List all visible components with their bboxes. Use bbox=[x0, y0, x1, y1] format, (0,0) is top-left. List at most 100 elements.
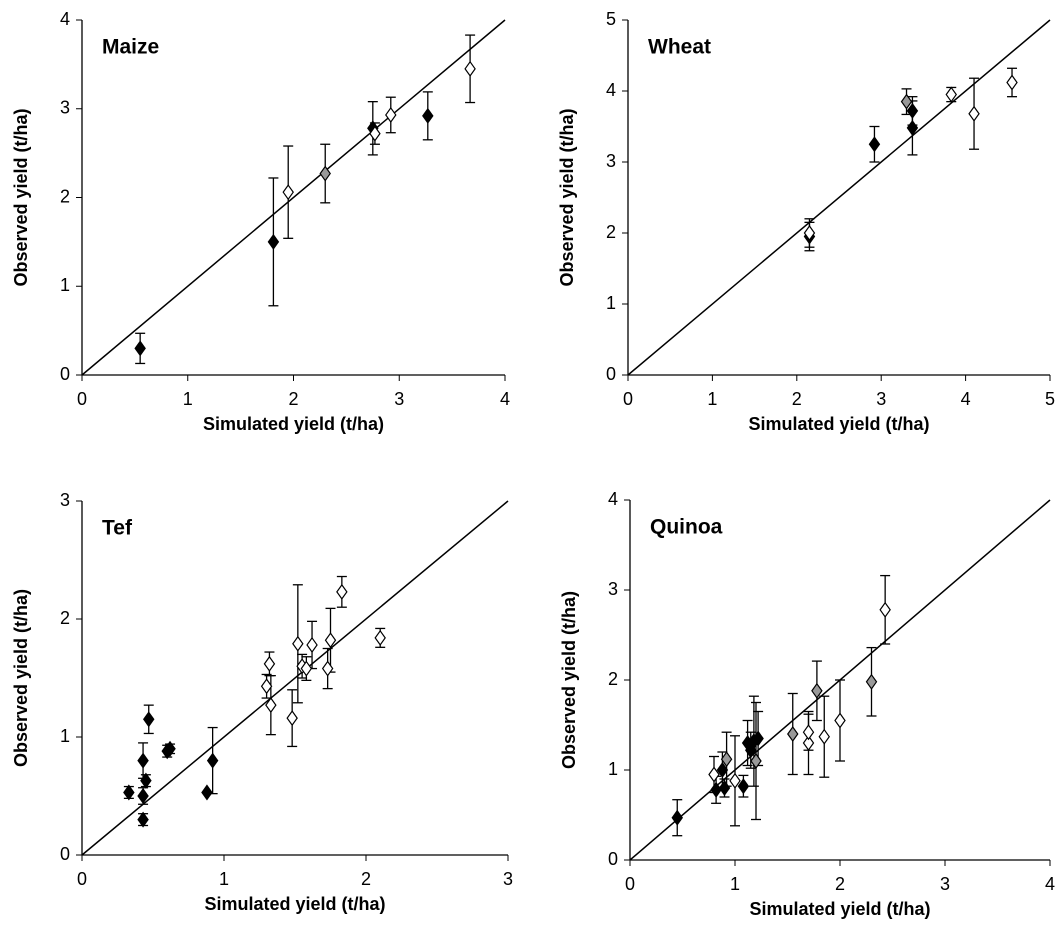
y-tick-label: 0 bbox=[606, 364, 616, 384]
x-tick-label: 3 bbox=[876, 389, 886, 409]
scatter-panel: 0 1 2 3 4 5 0 1 2 3 4 5 Wheat Simulated yield (t/ha) O… bbox=[557, 9, 1055, 434]
x-tick-label: 5 bbox=[1045, 389, 1055, 409]
scatter-panel: 0 1 2 3 0 1 2 3 Tef Simulated yield (t/ha) Observe… bbox=[11, 490, 513, 914]
x-tick-label: 2 bbox=[288, 389, 298, 409]
y-axis-title: Observed yield (t/ha) bbox=[11, 108, 31, 286]
point bbox=[750, 752, 762, 770]
x-tick-label: 0 bbox=[625, 874, 635, 894]
point bbox=[906, 119, 919, 136]
point bbox=[868, 136, 881, 153]
point bbox=[143, 711, 155, 728]
y-tick-label: 2 bbox=[60, 608, 70, 628]
point bbox=[879, 601, 891, 618]
point bbox=[802, 734, 815, 752]
x-tick-label: 0 bbox=[77, 389, 87, 409]
point bbox=[906, 102, 919, 119]
y-tick-label: 0 bbox=[60, 844, 70, 864]
point bbox=[123, 784, 135, 801]
x-tick-label: 1 bbox=[707, 389, 717, 409]
point bbox=[865, 673, 878, 690]
x-tick-label: 4 bbox=[961, 389, 971, 409]
x-tick-label: 4 bbox=[500, 389, 510, 409]
x-tick-label: 1 bbox=[730, 874, 740, 894]
point bbox=[710, 781, 722, 798]
point bbox=[300, 660, 313, 677]
point bbox=[787, 725, 799, 743]
point bbox=[968, 105, 980, 122]
x-tick-label: 3 bbox=[394, 389, 404, 409]
point bbox=[708, 766, 720, 783]
y-tick-label: 1 bbox=[60, 726, 70, 746]
point bbox=[265, 697, 277, 714]
point bbox=[900, 93, 913, 110]
panel-title: Wheat bbox=[648, 36, 711, 59]
x-tick-label: 3 bbox=[503, 869, 513, 889]
point bbox=[137, 787, 149, 805]
x-tick-label: 2 bbox=[361, 869, 371, 889]
y-tick-label: 1 bbox=[60, 275, 70, 295]
point bbox=[137, 752, 149, 769]
point bbox=[286, 710, 298, 727]
y-tick-label: 3 bbox=[60, 98, 70, 118]
point bbox=[267, 233, 280, 250]
y-tick-label: 1 bbox=[608, 759, 618, 779]
point bbox=[671, 809, 683, 826]
panel-title: Maize bbox=[102, 36, 159, 59]
one-to-one-line bbox=[627, 19, 1051, 376]
point bbox=[720, 751, 733, 768]
point bbox=[811, 682, 823, 699]
x-tick-label: 3 bbox=[940, 874, 950, 894]
point bbox=[282, 184, 294, 201]
one-to-one-line bbox=[81, 19, 506, 376]
y-tick-label: 4 bbox=[606, 80, 616, 100]
y-axis-title: Observed yield (t/ha) bbox=[559, 591, 579, 769]
y-tick-label: 3 bbox=[608, 579, 618, 599]
scatter-panel: 0 1 2 3 4 0 1 2 3 4 Quinoa Simulated yield (t/ha) Ob… bbox=[559, 489, 1055, 919]
y-tick-label: 5 bbox=[606, 9, 616, 29]
point bbox=[834, 712, 846, 729]
point bbox=[802, 724, 815, 741]
y-tick-label: 2 bbox=[60, 186, 70, 206]
point bbox=[818, 728, 830, 745]
y-tick-label: 2 bbox=[608, 669, 618, 689]
x-tick-label: 2 bbox=[835, 874, 845, 894]
point bbox=[716, 761, 729, 779]
point bbox=[201, 784, 213, 801]
point bbox=[164, 740, 176, 757]
x-tick-label: 1 bbox=[219, 869, 229, 889]
point bbox=[321, 660, 334, 677]
point bbox=[803, 224, 816, 242]
point bbox=[336, 583, 348, 600]
point bbox=[319, 165, 331, 182]
x-axis-title: Simulated yield (t/ha) bbox=[748, 414, 929, 434]
x-tick-label: 0 bbox=[623, 389, 633, 409]
scatter-panel: 0 1 2 3 4 0 1 2 3 4 Maize Simulated yield (t/ha) Obs… bbox=[11, 9, 510, 434]
point bbox=[324, 632, 337, 649]
point bbox=[134, 340, 146, 357]
point bbox=[464, 60, 476, 77]
y-tick-label: 0 bbox=[60, 364, 70, 384]
x-axis-title: Simulated yield (t/ha) bbox=[203, 414, 384, 434]
y-axis-title: Observed yield (t/ha) bbox=[557, 108, 577, 286]
y-axis-title: Observed yield (t/ha) bbox=[11, 589, 31, 767]
x-tick-label: 1 bbox=[183, 389, 193, 409]
point bbox=[292, 635, 304, 652]
y-tick-label: 1 bbox=[606, 293, 616, 313]
y-tick-label: 0 bbox=[608, 849, 618, 869]
x-axis-title: Simulated yield (t/ha) bbox=[204, 894, 385, 914]
point bbox=[206, 752, 219, 769]
point bbox=[422, 107, 434, 124]
x-tick-label: 4 bbox=[1045, 874, 1055, 894]
y-tick-label: 3 bbox=[606, 151, 616, 171]
point bbox=[718, 779, 731, 797]
point bbox=[263, 655, 276, 672]
panel-title: Tef bbox=[102, 517, 133, 540]
y-tick-label: 3 bbox=[60, 490, 70, 510]
point bbox=[140, 772, 152, 789]
point bbox=[260, 678, 273, 695]
y-tick-label: 4 bbox=[608, 489, 618, 509]
point bbox=[752, 730, 764, 747]
x-tick-label: 2 bbox=[792, 389, 802, 409]
point bbox=[729, 772, 741, 789]
